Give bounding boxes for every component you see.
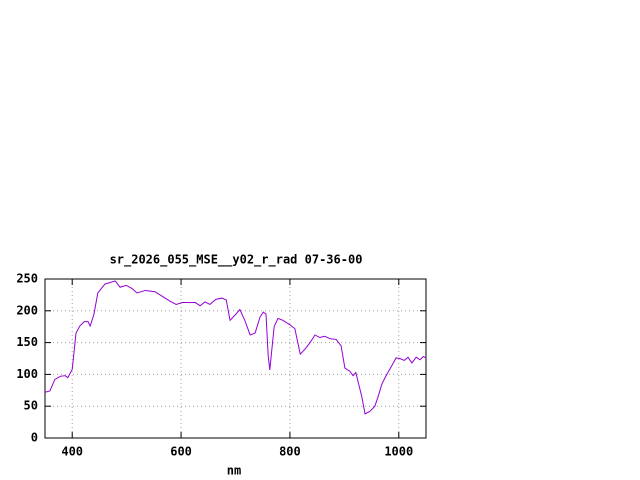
x-axis-label: nm (227, 464, 241, 478)
y-tick-label: 150 (16, 335, 38, 349)
chart-title: sr_2026_055_MSE__y02_r_rad 07-36-00 (110, 253, 363, 268)
y-tick-label: 0 (31, 431, 38, 445)
x-tick-label: 800 (279, 445, 301, 459)
data-line (44, 280, 427, 415)
x-tick-label: 600 (170, 445, 192, 459)
y-tick-label: 250 (16, 272, 38, 286)
x-tick-label: 400 (61, 445, 83, 459)
y-tick-label: 200 (16, 303, 38, 317)
y-tick-label: 100 (16, 367, 38, 381)
y-tick-label: 50 (24, 399, 38, 413)
plot-frame (44, 278, 427, 439)
x-tick-label: 1000 (384, 445, 413, 459)
